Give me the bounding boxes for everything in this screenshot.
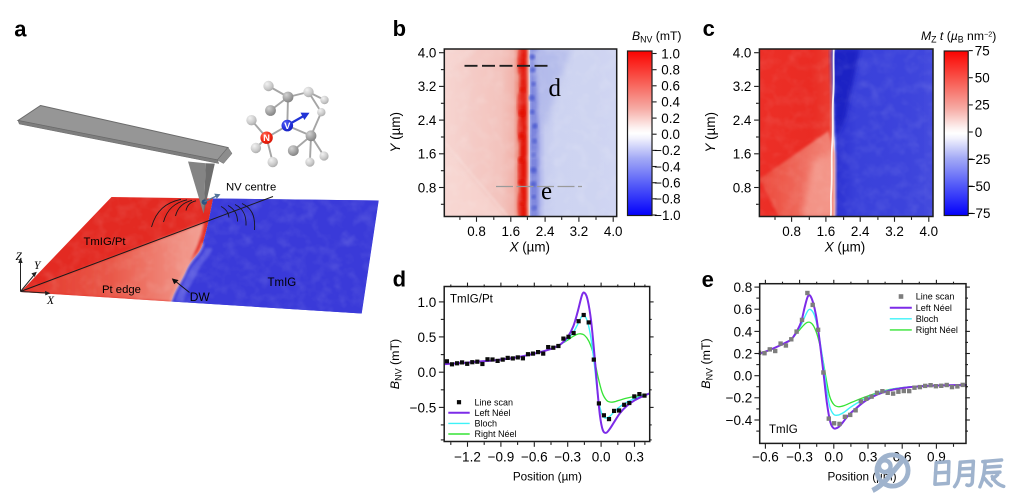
svg-text:0.8: 0.8: [782, 224, 801, 239]
svg-text:0.3: 0.3: [625, 449, 644, 464]
svg-text:1.6: 1.6: [418, 147, 437, 162]
svg-text:Right Néel: Right Néel: [475, 429, 517, 439]
svg-text:X: X: [46, 295, 55, 307]
svg-text:−50: −50: [968, 179, 991, 194]
svg-text:0.0: 0.0: [592, 449, 611, 464]
svg-text:Z: Z: [16, 251, 23, 263]
svg-text:3.2: 3.2: [885, 224, 904, 239]
svg-text:0.0: 0.0: [418, 365, 437, 380]
svg-text:2.4: 2.4: [536, 224, 555, 239]
svg-text:0.0: 0.0: [734, 369, 753, 384]
svg-text:−1.0: −1.0: [654, 208, 680, 223]
svg-text:Y (µm): Y (µm): [388, 112, 403, 152]
svg-text:−25: −25: [968, 152, 991, 167]
svg-text:4.0: 4.0: [733, 46, 752, 61]
svg-text:NV centre: NV centre: [226, 182, 276, 194]
svg-text:TmIG: TmIG: [268, 277, 297, 289]
svg-text:0.0: 0.0: [824, 449, 843, 464]
svg-text:−0.2: −0.2: [726, 391, 753, 406]
svg-text:Y: Y: [34, 260, 42, 272]
svg-text:X (µm): X (µm): [509, 240, 550, 255]
svg-text:0: 0: [975, 125, 982, 140]
svg-text:TmIG: TmIG: [769, 424, 798, 436]
svg-text:−0.4: −0.4: [654, 159, 681, 174]
svg-text:75: 75: [975, 43, 990, 58]
svg-text:DW: DW: [190, 290, 211, 304]
svg-text:50: 50: [975, 71, 990, 86]
svg-text:TmIG/Pt: TmIG/Pt: [450, 294, 494, 306]
svg-text:b: b: [393, 16, 406, 41]
svg-text:−0.5: −0.5: [410, 400, 437, 415]
svg-text:e: e: [541, 178, 552, 205]
svg-text:Right Néel: Right Néel: [916, 325, 958, 335]
svg-text:Line scan: Line scan: [475, 397, 514, 407]
svg-text:1.0: 1.0: [418, 295, 437, 310]
svg-text:N: N: [263, 133, 270, 144]
svg-text:2.4: 2.4: [418, 113, 437, 128]
svg-text:3.2: 3.2: [418, 79, 437, 94]
svg-text:−0.3: −0.3: [786, 449, 813, 464]
svg-text:1.6: 1.6: [817, 224, 836, 239]
svg-text:0.2: 0.2: [734, 346, 753, 361]
svg-text:V: V: [284, 121, 291, 132]
svg-text:BNV (mT): BNV (mT): [388, 339, 404, 389]
svg-text:1.6: 1.6: [501, 224, 520, 239]
svg-text:0.8: 0.8: [418, 180, 437, 195]
svg-text:MZ t (µB nm−2): MZ t (µB nm−2): [921, 29, 996, 45]
svg-text:1.0: 1.0: [661, 46, 680, 61]
svg-text:TmIG/Pt: TmIG/Pt: [84, 236, 127, 248]
svg-text:−75: −75: [968, 206, 991, 221]
svg-text:d: d: [393, 267, 406, 292]
svg-text:Left Néel: Left Néel: [916, 303, 952, 313]
svg-text:−0.6: −0.6: [752, 449, 779, 464]
svg-text:0.8: 0.8: [661, 63, 680, 78]
svg-text:Position (µm): Position (µm): [513, 471, 582, 484]
svg-text:0.6: 0.6: [734, 302, 753, 317]
svg-text:4.0: 4.0: [418, 46, 437, 61]
svg-text:Line scan: Line scan: [916, 292, 955, 302]
svg-text:−0.3: −0.3: [554, 449, 581, 464]
svg-text:−0.9: −0.9: [488, 449, 515, 464]
svg-text:BNV (mT): BNV (mT): [699, 338, 715, 388]
svg-text:0.8: 0.8: [734, 280, 753, 295]
svg-text:0.5: 0.5: [418, 330, 437, 345]
svg-text:0.3: 0.3: [859, 449, 878, 464]
svg-text:d: d: [549, 75, 562, 102]
svg-text:X (µm): X (µm): [824, 240, 865, 255]
svg-text:BNV (mT): BNV (mT): [632, 29, 681, 45]
svg-text:−0.4: −0.4: [726, 413, 753, 428]
svg-text:a: a: [14, 17, 27, 42]
svg-text:2.4: 2.4: [851, 224, 870, 239]
svg-text:Left Néel: Left Néel: [475, 408, 511, 418]
svg-text:0.0: 0.0: [661, 127, 680, 142]
svg-text:Y (µm): Y (µm): [703, 112, 718, 152]
svg-text:0.4: 0.4: [734, 324, 753, 339]
svg-text:−1.2: −1.2: [454, 449, 481, 464]
svg-text:c: c: [703, 16, 715, 41]
svg-text:2.4: 2.4: [733, 113, 752, 128]
svg-text:0.2: 0.2: [661, 111, 680, 126]
svg-text:0.6: 0.6: [661, 79, 680, 94]
svg-text:4.0: 4.0: [604, 224, 623, 239]
svg-text:3.2: 3.2: [733, 79, 752, 94]
svg-text:0.8: 0.8: [467, 224, 486, 239]
svg-text:e: e: [702, 267, 714, 292]
svg-text:3.2: 3.2: [570, 224, 589, 239]
svg-text:25: 25: [975, 98, 990, 113]
svg-text:0.4: 0.4: [661, 95, 680, 110]
svg-text:1.6: 1.6: [733, 147, 752, 162]
svg-text:−0.6: −0.6: [654, 176, 680, 191]
svg-text:−0.8: −0.8: [654, 192, 680, 207]
svg-text:Pt edge: Pt edge: [102, 284, 141, 296]
svg-text:−0.6: −0.6: [521, 449, 548, 464]
svg-text:Bloch: Bloch: [475, 419, 498, 429]
svg-text:Bloch: Bloch: [916, 314, 939, 324]
svg-text:4.0: 4.0: [919, 224, 938, 239]
svg-text:−0.2: −0.2: [654, 143, 680, 158]
svg-text:0.8: 0.8: [733, 180, 752, 195]
